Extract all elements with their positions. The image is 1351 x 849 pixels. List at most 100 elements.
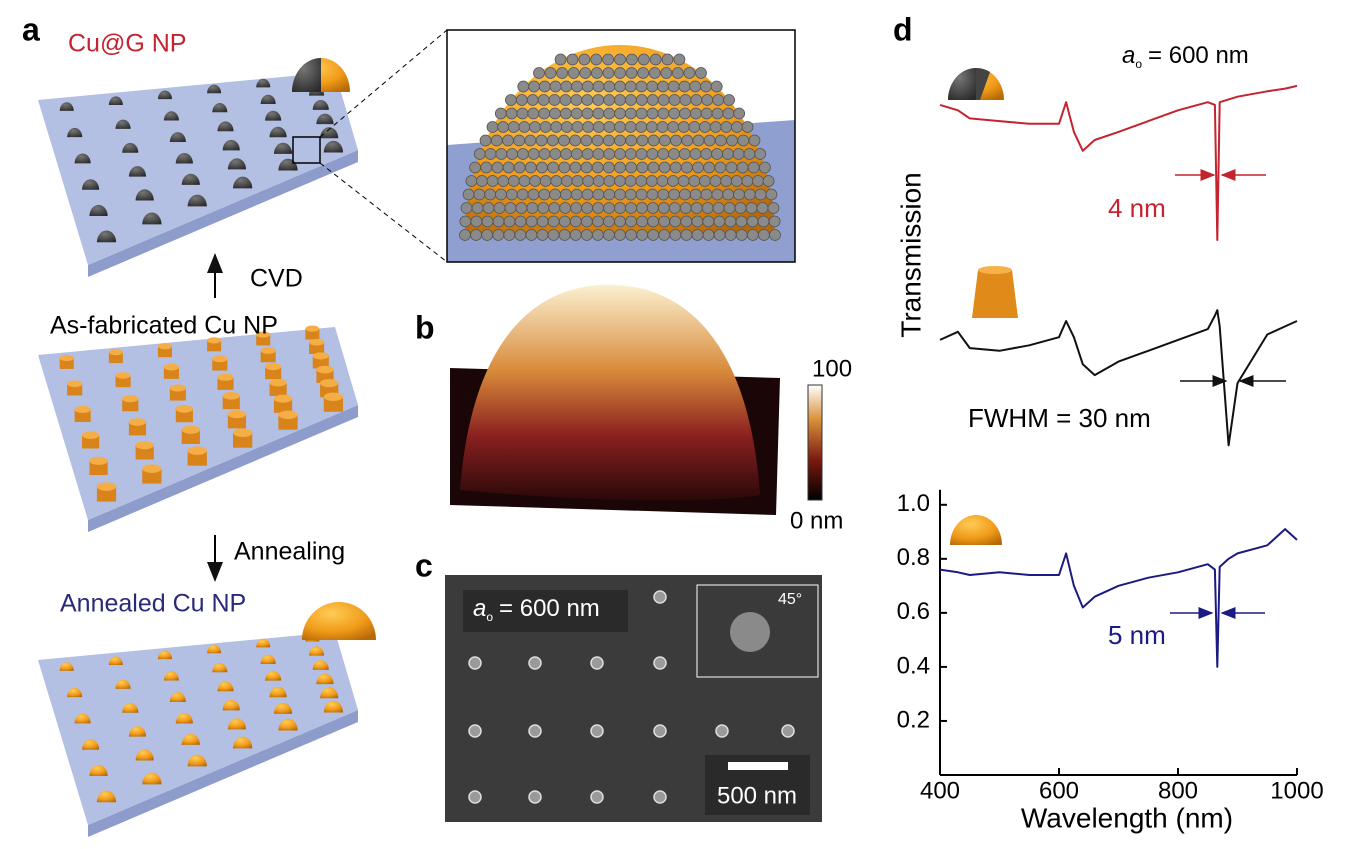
particle bbox=[74, 409, 91, 422]
atom bbox=[646, 202, 659, 214]
particle bbox=[96, 790, 117, 803]
atom bbox=[637, 53, 650, 66]
atom bbox=[529, 121, 541, 133]
atom bbox=[526, 202, 539, 214]
particle bbox=[653, 790, 667, 804]
particle bbox=[217, 681, 234, 692]
atom bbox=[549, 107, 561, 120]
illustration bbox=[38, 58, 376, 837]
atom bbox=[614, 107, 626, 120]
colorbar-label: 100 bbox=[812, 355, 852, 382]
particle bbox=[528, 790, 542, 804]
particle bbox=[59, 358, 74, 369]
angle-label: 45° bbox=[778, 591, 802, 608]
particle bbox=[528, 656, 542, 670]
atom bbox=[580, 161, 593, 174]
atom bbox=[635, 107, 648, 120]
particle bbox=[67, 127, 83, 138]
particle bbox=[82, 179, 100, 190]
atom bbox=[737, 134, 750, 147]
atom bbox=[495, 188, 507, 201]
particle bbox=[528, 724, 542, 738]
atom bbox=[700, 188, 713, 201]
atom bbox=[635, 148, 648, 160]
icon bbox=[292, 58, 321, 92]
atom bbox=[517, 148, 529, 160]
atom bbox=[680, 215, 693, 228]
atom bbox=[724, 229, 737, 241]
atom bbox=[647, 215, 660, 228]
particle bbox=[115, 375, 131, 388]
particle bbox=[316, 673, 334, 685]
particle bbox=[142, 212, 162, 225]
atom bbox=[646, 94, 659, 106]
atom bbox=[479, 134, 492, 147]
particle bbox=[67, 383, 83, 396]
atom bbox=[710, 80, 723, 93]
atom bbox=[735, 215, 748, 228]
particle bbox=[227, 158, 247, 170]
particle bbox=[122, 142, 139, 153]
atom bbox=[544, 67, 557, 79]
particle bbox=[260, 350, 276, 363]
atom bbox=[482, 202, 495, 214]
particle bbox=[181, 733, 200, 745]
particle-top bbox=[233, 428, 253, 437]
particle bbox=[781, 724, 795, 738]
zoom-box bbox=[292, 136, 321, 164]
particle bbox=[227, 414, 247, 429]
period-label: ao = 600 nm bbox=[1122, 42, 1249, 71]
atom bbox=[462, 188, 475, 201]
atom bbox=[592, 188, 605, 201]
atom bbox=[581, 202, 594, 214]
atom bbox=[560, 80, 573, 93]
atom bbox=[614, 148, 626, 160]
particle bbox=[273, 398, 293, 413]
atom bbox=[692, 161, 704, 174]
atom bbox=[494, 107, 507, 120]
particle bbox=[653, 724, 667, 738]
particle bbox=[233, 176, 253, 189]
atom bbox=[683, 67, 696, 79]
atom bbox=[548, 94, 561, 106]
atom bbox=[469, 161, 482, 174]
atom bbox=[713, 229, 726, 241]
atom bbox=[680, 161, 693, 174]
particle bbox=[590, 724, 604, 738]
atom bbox=[518, 175, 531, 187]
label: CVD bbox=[250, 265, 303, 293]
atom bbox=[549, 80, 562, 93]
panel-letter: a bbox=[22, 11, 40, 47]
atom bbox=[591, 229, 604, 241]
atom bbox=[624, 121, 637, 133]
atom bbox=[614, 134, 626, 147]
atom bbox=[646, 148, 659, 160]
particle bbox=[590, 656, 604, 670]
inset-frame bbox=[446, 29, 796, 263]
atom bbox=[614, 161, 626, 174]
label: Cu@G NP bbox=[68, 30, 186, 58]
atom bbox=[736, 161, 749, 174]
atom bbox=[529, 175, 541, 187]
atom bbox=[669, 215, 682, 228]
atom bbox=[569, 215, 582, 228]
atom bbox=[603, 229, 615, 241]
atom bbox=[546, 134, 559, 147]
particle bbox=[312, 355, 329, 369]
x-tick-label: 400 bbox=[920, 777, 960, 804]
atom bbox=[614, 53, 626, 66]
particle-top bbox=[74, 405, 91, 414]
atom bbox=[507, 175, 520, 187]
particle bbox=[115, 679, 131, 689]
atom bbox=[648, 67, 661, 79]
atom bbox=[768, 215, 781, 228]
atom bbox=[657, 202, 670, 214]
atom bbox=[570, 202, 583, 214]
particle bbox=[108, 96, 123, 105]
y-tick-label: 0.4 bbox=[897, 652, 930, 679]
atom bbox=[624, 80, 637, 93]
particle bbox=[128, 726, 147, 737]
atom bbox=[667, 80, 680, 93]
atom bbox=[735, 229, 748, 241]
atom bbox=[497, 121, 510, 133]
